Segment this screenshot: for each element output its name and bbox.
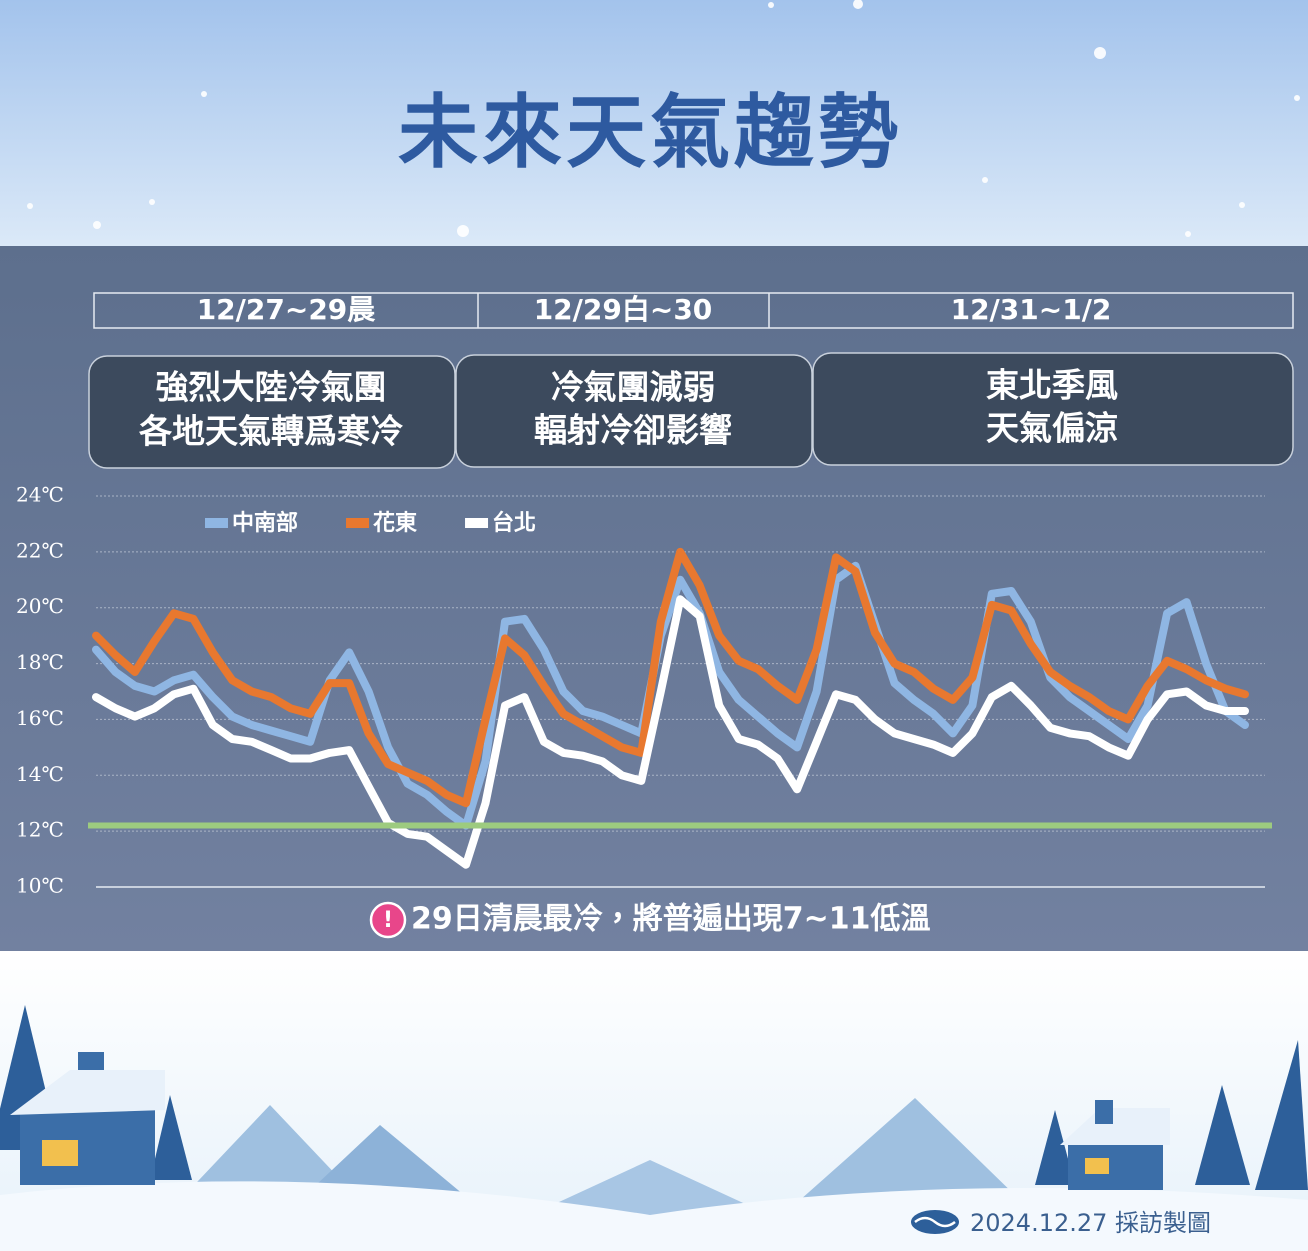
sky-background [0, 0, 1308, 246]
y-tick-label: 24℃ [16, 483, 64, 507]
period-header-frame [93, 292, 1294, 329]
mountains [180, 1098, 1020, 1220]
period-date: 12/31~1/2 [951, 293, 1112, 326]
plot: 10℃ 12℃ 14℃ 16℃ 18℃ 20℃ 22℃ 24℃ 中南部 花東 台北 [16, 483, 1272, 898]
series-line [92, 561, 1249, 830]
legend-label: 台北 [492, 510, 536, 536]
y-tick-label: 18℃ [16, 650, 64, 674]
y-tick-label: 22℃ [16, 538, 64, 562]
period-description: 東北季風 [986, 366, 1118, 405]
legend-swatch [465, 518, 489, 528]
period-description: 強烈大陸冷氣團 [156, 368, 387, 407]
note: 29日清晨最冷，將普遍出現7~11低溫 [411, 902, 931, 937]
period-description: 輻射冷卻影響 [534, 411, 732, 450]
series-line [92, 547, 1249, 808]
series-line [92, 595, 1249, 869]
period-box [812, 352, 1294, 466]
y-tick-label: 12℃ [16, 818, 64, 842]
period-date: 12/29白~30 [534, 293, 713, 326]
period-description: 冷氣團減弱 [551, 368, 716, 407]
snowflakes [27, 0, 1300, 237]
y-tick-label: 20℃ [16, 594, 64, 618]
y-tick-label: 10℃ [16, 874, 64, 898]
title: 未來天氣趨勢 [398, 86, 902, 179]
period-description: 各地天氣轉爲寒冷 [138, 412, 403, 451]
y-tick-label: 14℃ [16, 762, 64, 786]
period-box [88, 355, 456, 469]
period-box [455, 354, 813, 468]
legend-label: 中南部 [232, 510, 298, 536]
snow-hill [0, 1181, 1308, 1251]
logo [911, 1210, 959, 1234]
chart-panel [0, 246, 1308, 951]
legend-swatch [346, 518, 370, 528]
house-left [10, 1052, 165, 1185]
legend-label: 花東 [373, 511, 417, 536]
note-icon [369, 901, 407, 939]
period-description: 天氣偏涼 [986, 409, 1118, 448]
note-icon-text: ! [383, 908, 393, 933]
legend-swatch [205, 518, 228, 528]
period-date: 12/27~29晨 [197, 293, 377, 326]
credit: 2024.12.27 採訪製圖 [970, 1209, 1211, 1237]
house-right [1060, 1100, 1170, 1190]
y-tick-label: 16℃ [16, 706, 64, 730]
